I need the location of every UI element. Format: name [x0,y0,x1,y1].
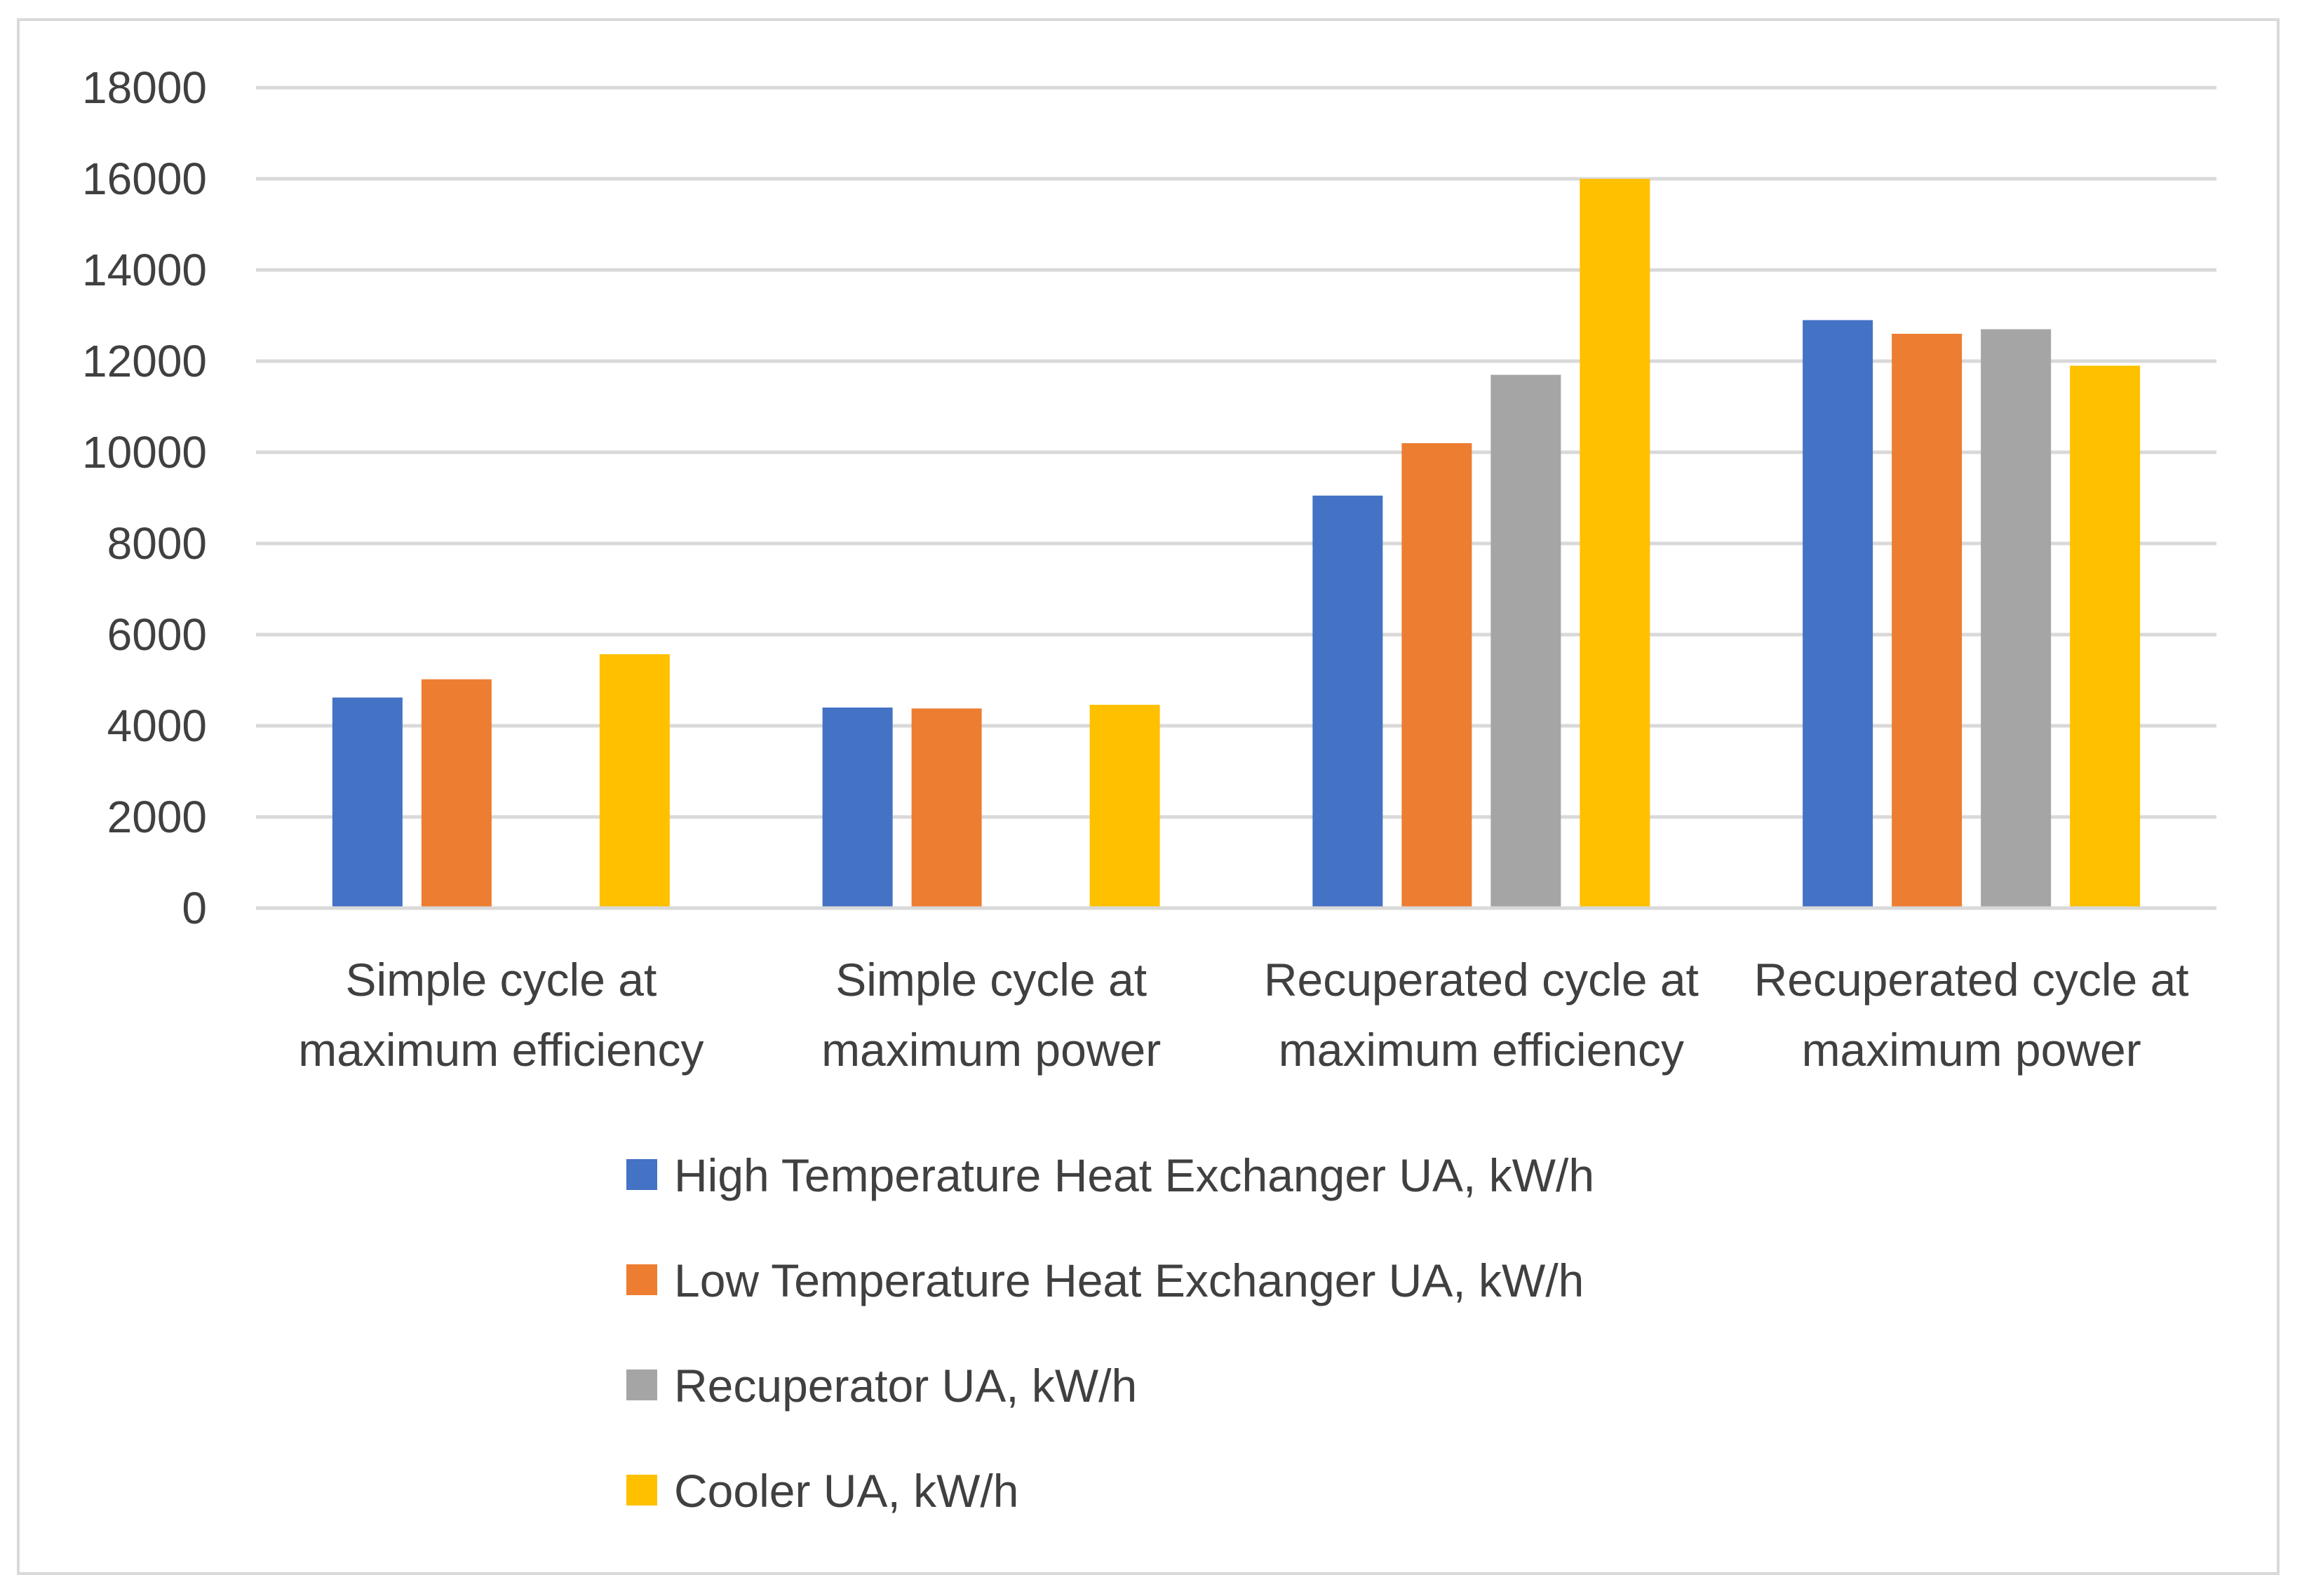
bar [1580,179,1650,908]
bar [1312,495,1383,908]
bar [332,697,403,908]
legend: High Temperature Heat Exchanger UA, kW/h… [626,1149,1594,1517]
y-tick-label: 8000 [107,518,207,569]
legend-swatch [626,1475,657,1506]
category-label: Simple cycle at [835,954,1147,1006]
y-tick-label: 12000 [82,336,207,386]
bar [1089,705,1160,908]
legend-swatch [626,1370,657,1400]
legend-label: Low Temperature Heat Exchanger UA, kW/h [674,1255,1584,1306]
category-label: maximum efficiency [298,1024,704,1076]
category-labels: Simple cycle at maximum efficiency Simple … [298,954,2188,1076]
bar [1892,334,1963,908]
y-tick-label: 14000 [82,245,207,295]
bar [1803,320,1873,908]
bar [2070,365,2141,908]
y-tick-label: 2000 [107,792,207,842]
category-label: maximum power [1802,1024,2141,1076]
legend-swatch [626,1159,657,1190]
legend-label: Recuperator UA, kW/h [674,1360,1137,1412]
category-label: Simple cycle at [345,954,657,1006]
y-tick-label: 0 [182,883,207,933]
category-label: maximum power [821,1024,1161,1076]
y-tick-label: 16000 [82,154,207,204]
y-tick-label: 10000 [82,427,207,478]
category-label: Recuperated cycle at [1264,954,1699,1006]
bar [822,708,893,908]
bar [911,708,982,908]
category-label: Recuperated cycle at [1754,954,2189,1006]
gridlines [256,86,2216,819]
bars [332,179,2141,908]
legend-label: Cooler UA, kW/h [674,1465,1018,1517]
y-tick-label: 6000 [107,609,207,660]
bar [1490,374,1561,908]
y-axis-tick-labels: 0 2000 4000 6000 8000 10000 12000 14000 16000 180… [82,62,207,933]
bar [1401,443,1472,908]
bar [599,654,670,908]
bar [421,679,492,908]
category-label: maximum efficiency [1279,1024,1684,1076]
legend-label: High Temperature Heat Exchanger UA, kW/h [674,1149,1594,1201]
legend-swatch [626,1264,657,1295]
bar [1981,329,2052,908]
y-tick-label: 18000 [82,62,207,113]
y-tick-label: 4000 [107,701,207,751]
